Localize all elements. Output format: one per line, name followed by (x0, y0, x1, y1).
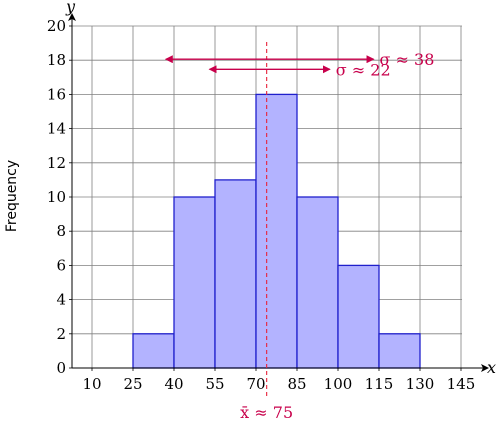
spread-label: σ ≈ 38 (380, 50, 435, 69)
x-tick-label: 55 (205, 375, 224, 393)
tick-labels: 0 2 4 6 8 10 12 14 16 18 20 10 25 40 55 70 85 100 115 130 14… (47, 17, 475, 393)
y-tick-label: 6 (56, 256, 66, 274)
x-tick-label: 70 (246, 375, 265, 393)
y-tick-label: 8 (56, 222, 66, 240)
x-tick-label: 145 (447, 375, 476, 393)
y-tick-label: 12 (47, 154, 66, 172)
y-tick-label: 10 (47, 188, 66, 206)
y-tick-label: 16 (47, 85, 66, 103)
x-tick-label: 25 (123, 375, 142, 393)
histogram-bar (132, 333, 175, 369)
histogram-bar (337, 264, 380, 369)
x-tick-label: 100 (324, 375, 353, 393)
y-tick-label: 4 (56, 291, 66, 309)
y-tick-label: 2 (56, 325, 66, 343)
histogram-bar (296, 196, 339, 369)
x-tick-label: 130 (406, 375, 435, 393)
y-tick-label: 0 (56, 359, 66, 377)
axes (68, 13, 489, 372)
histogram-bar (378, 333, 421, 369)
y-tick-label: 14 (47, 120, 66, 138)
y-axis-variable: y (65, 0, 76, 16)
spread-label: σ ≈ 22 (336, 60, 391, 79)
y-tick-label: 18 (47, 51, 66, 69)
x-tick-label: 40 (164, 375, 183, 393)
x-tick-label: 115 (365, 375, 394, 393)
histogram-bar (255, 93, 298, 369)
x-tick-label: 85 (287, 375, 306, 393)
x-axis-variable: x (487, 358, 496, 377)
annotations: x̄ ≈ 75 σ ≈ 38σ ≈ 22 (164, 42, 435, 422)
bars (132, 93, 421, 369)
histogram-bar (214, 179, 257, 369)
y-tick-label: 20 (47, 17, 66, 35)
x-tick-label: 10 (82, 375, 101, 393)
mean-label: x̄ ≈ 75 (240, 403, 293, 422)
y-axis-label: Frequency (4, 160, 20, 232)
histogram-bar (173, 196, 216, 369)
